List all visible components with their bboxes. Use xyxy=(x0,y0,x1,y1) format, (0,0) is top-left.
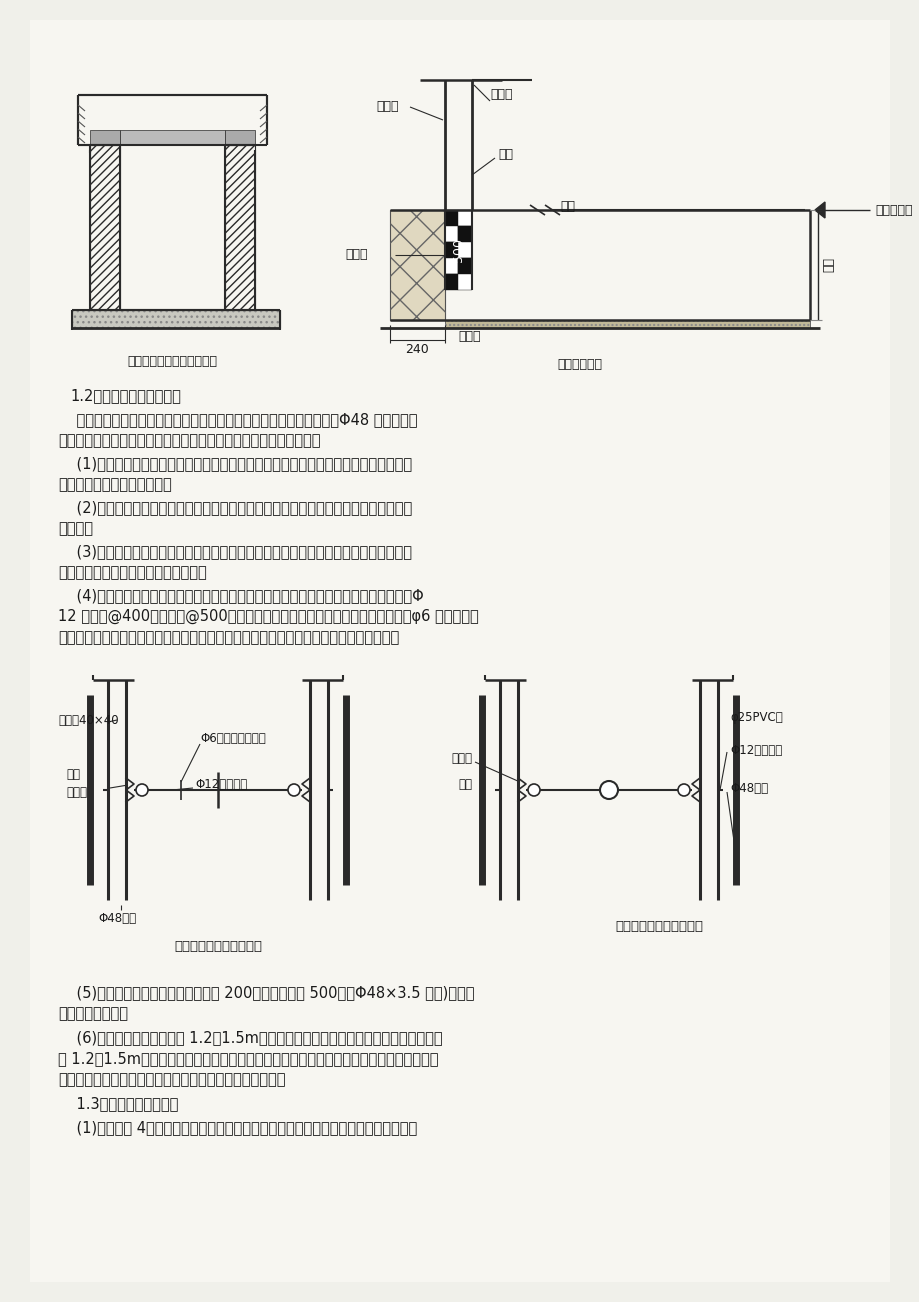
Text: Φ6短筋焊于螺杆上: Φ6短筋焊于螺杆上 xyxy=(199,732,266,745)
Text: (3)在底板施工缝交接处，除模板底部有方木靠边外，应再在其下方装一道方木，以使: (3)在底板施工缝交接处，除模板底部有方木靠边外，应再在其下方装一道方木，以使 xyxy=(58,544,412,559)
Text: 率，同时也为新老砼处明显接槎不良现象提拱了有利条件。: 率，同时也为新老砼处明显接槎不良现象提拱了有利条件。 xyxy=(58,1072,285,1087)
Text: 基础底板支模: 基础底板支模 xyxy=(557,358,602,371)
Polygon shape xyxy=(814,202,824,217)
Text: 木楔: 木楔 xyxy=(458,779,471,792)
Bar xyxy=(445,210,458,227)
Text: 模板和已浇部分底板结合密实不漏浆。: 模板和已浇部分底板结合密实不漏浆。 xyxy=(58,565,207,579)
Text: Φ48钢管: Φ48钢管 xyxy=(729,781,767,794)
Text: 止水片40×40: 止水片40×40 xyxy=(58,713,119,727)
Bar xyxy=(119,130,225,145)
Bar xyxy=(445,320,809,328)
Text: (4)砼对模板的侧压力较大，故需在模板内外用对拉螺栓和模板连接使其固定，螺栓用Φ: (4)砼对模板的侧压力较大，故需在模板内外用对拉螺栓和模板连接使其固定，螺栓用Φ xyxy=(58,589,424,603)
Text: 240: 240 xyxy=(405,342,429,355)
Bar xyxy=(445,242,458,258)
Bar xyxy=(445,227,458,242)
Text: 止水带: 止水带 xyxy=(490,89,512,102)
Bar xyxy=(225,130,255,145)
Text: 吊模: 吊模 xyxy=(497,148,513,161)
Text: Φ48钢管: Φ48钢管 xyxy=(98,911,136,924)
Bar xyxy=(90,145,119,310)
Text: 混凝土内墙模对拉螺杆图: 混凝土内墙模对拉螺杆图 xyxy=(614,921,702,934)
Text: 本工程地下室砼墙板与顶板均采用大型组合式木模板，室内承重架为Φ48 钢管满堂架: 本工程地下室砼墙板与顶板均采用大型组合式木模板，室内承重架为Φ48 钢管满堂架 xyxy=(58,411,417,427)
Text: 1.2、地下室墙板支模工程: 1.2、地下室墙板支模工程 xyxy=(70,388,181,404)
Text: 螺杆上，使模板尺寸正确。在孔内气割螺杆，用防水砂浆封口。内外墙板支模详见下图：: 螺杆上，使模板尺寸正确。在孔内气割螺杆，用防水砂浆封口。内外墙板支模详见下图： xyxy=(58,630,399,644)
Bar xyxy=(445,320,809,328)
Bar xyxy=(72,310,279,328)
Text: (1)柱模板分 4块组合拼模，为加快周转和确保砼节点质量和外形顺直，在接头部位高: (1)柱模板分 4块组合拼模，为加快周转和确保砼节点质量和外形顺直，在接头部位高 xyxy=(58,1120,417,1135)
Text: 地下室承台（地梁）胎模图: 地下室承台（地梁）胎模图 xyxy=(127,355,217,368)
Circle shape xyxy=(288,784,300,796)
Circle shape xyxy=(528,784,539,796)
Bar xyxy=(72,310,279,328)
Text: 部 1.2～1.5m仍保留固结在砼墙上，待顶板、梁一起浇搞后再拆除，这样既可提高模板周转: 部 1.2～1.5m仍保留固结在砼墙上，待顶板、梁一起浇搞后再拆除，这样既可提高… xyxy=(58,1051,438,1066)
Text: (6)配墙模板，应在顶板下 1.2～1.5m模板和下部模板为各自独立二块，下部拆模，上: (6)配墙模板，应在顶板下 1.2～1.5m模板和下部模板为各自独立二块，下部拆… xyxy=(58,1030,442,1046)
Text: 面浮浆。: 面浮浆。 xyxy=(58,521,93,536)
Bar xyxy=(445,273,458,290)
Bar xyxy=(225,145,255,310)
Text: (2)立模前对施工缝进行处理，清除浮浆和松动石，必要时錘子凿毛，并清除止水带表: (2)立模前对施工缝进行处理，清除浮浆和松动石，必要时錘子凿毛，并清除止水带表 xyxy=(58,500,412,516)
Text: 组合拼装平直缝密，并编号。: 组合拼装平直缝密，并编号。 xyxy=(58,477,172,492)
Circle shape xyxy=(677,784,689,796)
Bar xyxy=(458,242,471,258)
Text: 500: 500 xyxy=(451,238,464,262)
Text: (1)大型组合式木模均需按施工图进行配模制作，九夹板制作时要直边统角，保证模板: (1)大型组合式木模均需按施工图进行配模制作，九夹板制作时要直边统角，保证模板 xyxy=(58,456,412,471)
Text: 底板: 底板 xyxy=(560,201,574,214)
Bar xyxy=(458,258,471,273)
Text: 12 横间距@400，纵间距@500，外墙的螺杆在中部焊止水片，在定位外模时用φ6 短钢筋焊于: 12 横间距@400，纵间距@500，外墙的螺杆在中部焊止水片，在定位外模时用φ… xyxy=(58,609,478,624)
Text: (5)地下室墙模支撑，次龙骨间距为 200，主龙骨间距 500，用Φ48×3.5 钢管)，并设: (5)地下室墙模支撑，次龙骨间距为 200，主龙骨间距 500，用Φ48×3.5… xyxy=(58,986,474,1000)
Bar xyxy=(458,227,471,242)
Text: Φ12对拉螺杆: Φ12对拉螺杆 xyxy=(729,743,781,756)
Text: 板厚: 板厚 xyxy=(821,258,834,272)
Bar xyxy=(458,273,471,290)
Bar xyxy=(390,210,445,320)
Text: φ25PVC管: φ25PVC管 xyxy=(729,711,782,724)
Text: 底板面标高: 底板面标高 xyxy=(874,203,912,216)
Text: 山形槽: 山形槽 xyxy=(66,785,87,798)
Text: 砼垫层: 砼垫层 xyxy=(459,329,481,342)
Text: 置纵横向剪力撑。: 置纵横向剪力撑。 xyxy=(58,1006,128,1021)
Text: 子，室外基坑搭施工架配合墙模施工，并用对拉螺栓进行墙板加固。: 子，室外基坑搭施工架配合墙模施工，并用对拉螺栓进行墙板加固。 xyxy=(58,434,320,448)
Bar xyxy=(390,210,445,320)
Text: 混凝土外墙模对拉螺杆图: 混凝土外墙模对拉螺杆图 xyxy=(174,940,262,953)
Circle shape xyxy=(136,784,148,796)
Circle shape xyxy=(599,781,618,799)
Text: 木楔: 木楔 xyxy=(66,768,80,781)
Text: 砖胎模: 砖胎模 xyxy=(345,249,367,262)
Bar xyxy=(458,210,471,227)
Bar xyxy=(90,130,119,145)
Bar xyxy=(445,258,458,273)
Text: 施工缝: 施工缝 xyxy=(376,100,398,113)
Text: 1.3、地下室柱模板工程: 1.3、地下室柱模板工程 xyxy=(58,1096,178,1111)
Text: Φ12对拉螺杆: Φ12对拉螺杆 xyxy=(195,779,247,792)
Text: 山形槽: 山形槽 xyxy=(450,751,471,764)
